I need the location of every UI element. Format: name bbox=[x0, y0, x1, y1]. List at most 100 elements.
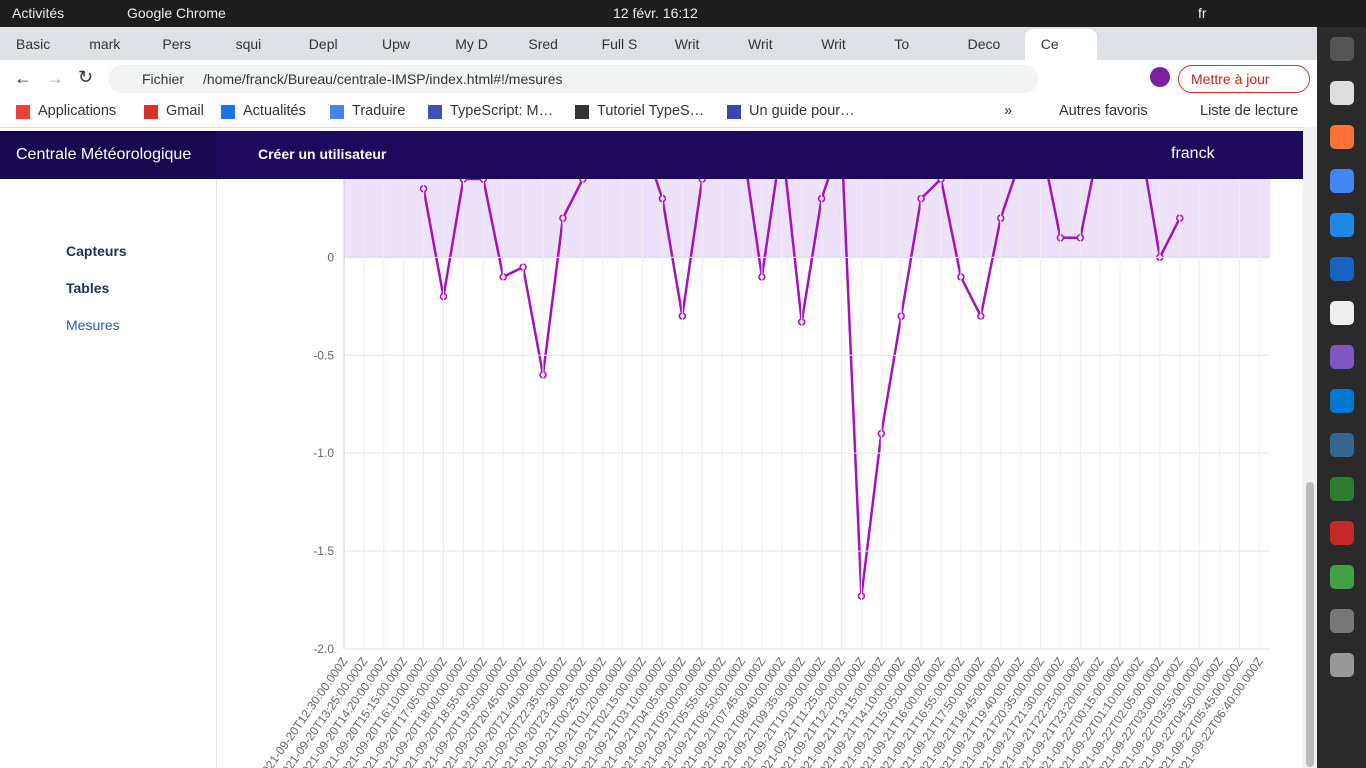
tab[interactable]: Full S bbox=[602, 36, 638, 52]
brand[interactable]: Centrale Météorologique bbox=[16, 146, 192, 163]
chart: -2.0-1.5-1.0-0.502021-09-20T12:30:00.000… bbox=[255, 179, 1270, 768]
tab[interactable]: To bbox=[894, 36, 909, 52]
tab[interactable]: Deco bbox=[968, 36, 1001, 52]
y-tick-label: -0.5 bbox=[313, 348, 334, 362]
menu-item[interactable]: Mesures bbox=[66, 317, 120, 333]
dock-icon[interactable] bbox=[1330, 345, 1354, 369]
tab[interactable]: mark bbox=[89, 36, 120, 52]
tab-title: squi bbox=[235, 36, 262, 52]
tab-title: Writ bbox=[674, 36, 700, 52]
bookmark[interactable]: Tutoriel TypeS… bbox=[597, 103, 705, 119]
reload[interactable]: ↻ bbox=[78, 67, 94, 87]
tab-title: Sred bbox=[528, 36, 558, 52]
tab[interactable]: Sred bbox=[528, 36, 558, 52]
y-tick-label: 0 bbox=[327, 250, 334, 264]
dock-icon[interactable] bbox=[1330, 81, 1354, 105]
scrollbar[interactable] bbox=[1303, 127, 1317, 768]
dock-icon[interactable] bbox=[1330, 37, 1354, 61]
dock-icon[interactable] bbox=[1330, 609, 1354, 633]
bookmark-icon bbox=[144, 105, 158, 119]
tab-title: Pers bbox=[162, 36, 192, 52]
scheme: Fichier bbox=[142, 71, 185, 87]
url[interactable]: /home/franck/Bureau/centrale-IMSP/index.… bbox=[203, 71, 563, 87]
dock-icon[interactable] bbox=[1330, 565, 1354, 589]
bookmark[interactable]: TypeScript: M… bbox=[450, 103, 554, 119]
tab[interactable]: Writ bbox=[748, 36, 773, 52]
brand-bg bbox=[0, 131, 216, 179]
dock-icon[interactable] bbox=[1330, 477, 1354, 501]
toolbar: ← → ↻ Fichier /home/franck/Bureau/centra… bbox=[0, 60, 1317, 97]
avatar[interactable] bbox=[1150, 67, 1170, 87]
bookmark[interactable]: Applications bbox=[38, 103, 117, 119]
bookmark-icon bbox=[221, 105, 235, 119]
activities[interactable]: Activités bbox=[12, 5, 65, 21]
system-bar: Activités Google Chrome 12 févr. 16:12 f… bbox=[0, 0, 1366, 27]
user-name[interactable]: franck bbox=[1171, 145, 1215, 162]
tab[interactable]: My D bbox=[455, 36, 488, 52]
app-menu[interactable]: Google Chrome bbox=[127, 5, 226, 21]
tab[interactable]: Depl bbox=[309, 36, 338, 52]
other-bookmarks[interactable]: Autres favoris bbox=[1059, 103, 1148, 119]
bookmark-icon bbox=[727, 105, 741, 119]
more-bookmarks[interactable]: » bbox=[1004, 103, 1013, 119]
back[interactable]: ← bbox=[14, 68, 32, 88]
forward[interactable]: → bbox=[46, 68, 64, 88]
menu-item[interactable]: Tables bbox=[66, 280, 110, 296]
tab[interactable]: Pers bbox=[162, 36, 191, 52]
menu-item[interactable]: Capteurs bbox=[66, 243, 127, 259]
tab-title: Depl bbox=[308, 36, 338, 52]
nav-link[interactable]: Créer un utilisateur bbox=[258, 146, 387, 162]
tab[interactable]: Basic bbox=[16, 36, 50, 52]
update-button[interactable]: Mettre à jour bbox=[1178, 65, 1310, 93]
tab-title: Ce bbox=[1040, 36, 1059, 52]
dock-icon[interactable] bbox=[1330, 389, 1354, 413]
tab-title: Full S bbox=[601, 36, 638, 52]
plot-area bbox=[344, 179, 1270, 600]
tab[interactable]: squi bbox=[236, 36, 262, 52]
tab-title: Deco bbox=[967, 36, 1001, 52]
tab-title: mark bbox=[89, 36, 121, 52]
sidebar: Capteurs Tables Mesures bbox=[0, 179, 217, 768]
bookmark[interactable]: Actualités bbox=[243, 103, 306, 119]
tab-title: Basic bbox=[16, 36, 51, 52]
dock bbox=[1317, 27, 1366, 768]
clock[interactable]: 12 févr. 16:12 bbox=[613, 5, 698, 21]
bookmarks-bar: » Autres favoris Liste de lecture Applic… bbox=[0, 97, 1317, 128]
tab[interactable]: Writ bbox=[675, 36, 700, 52]
tab-title: My D bbox=[455, 36, 488, 52]
dock-icon[interactable] bbox=[1330, 433, 1354, 457]
y-tick-label: -1.0 bbox=[313, 446, 334, 460]
dock-icon[interactable] bbox=[1330, 257, 1354, 281]
bookmark[interactable]: Gmail bbox=[166, 103, 204, 119]
bookmark-icon bbox=[330, 105, 344, 119]
reading-list[interactable]: Liste de lecture bbox=[1200, 103, 1299, 119]
tab-title: Upw bbox=[382, 36, 411, 52]
tab[interactable]: Upw bbox=[382, 36, 410, 52]
dock-icon[interactable] bbox=[1330, 521, 1354, 545]
bookmark[interactable]: Traduire bbox=[352, 103, 406, 119]
dock-icon[interactable] bbox=[1330, 301, 1354, 325]
scroll-thumb[interactable] bbox=[1306, 482, 1314, 767]
tab-title: Writ bbox=[821, 36, 846, 52]
bookmark-icon bbox=[428, 105, 442, 119]
language[interactable]: fr bbox=[1198, 5, 1207, 21]
y-tick-label: -2.0 bbox=[313, 642, 334, 656]
dock-icon[interactable] bbox=[1330, 213, 1354, 237]
app-navbar: Centrale Météorologique Créer un utilisa… bbox=[0, 131, 1303, 179]
bookmark-icon bbox=[16, 105, 30, 119]
dock-icon[interactable] bbox=[1330, 653, 1354, 677]
tab-title: To bbox=[894, 36, 910, 52]
tab[interactable]: Writ bbox=[821, 36, 846, 52]
dock-icon[interactable] bbox=[1330, 125, 1354, 149]
bookmark-icon bbox=[575, 105, 589, 119]
zone-band bbox=[344, 179, 1270, 258]
y-tick-label: -1.5 bbox=[313, 544, 334, 558]
omnibox[interactable]: Fichier /home/franck/Bureau/centrale-IMS… bbox=[108, 65, 1038, 93]
tab-strip: Basic mark Pers squi Depl Upw My D Sred Full S Wr… bbox=[0, 27, 1317, 60]
active-tab-bg bbox=[1025, 29, 1097, 60]
dock-icon[interactable] bbox=[1330, 169, 1354, 193]
tab[interactable]: Ce bbox=[1041, 36, 1059, 52]
bookmark[interactable]: Un guide pour… bbox=[749, 103, 855, 119]
